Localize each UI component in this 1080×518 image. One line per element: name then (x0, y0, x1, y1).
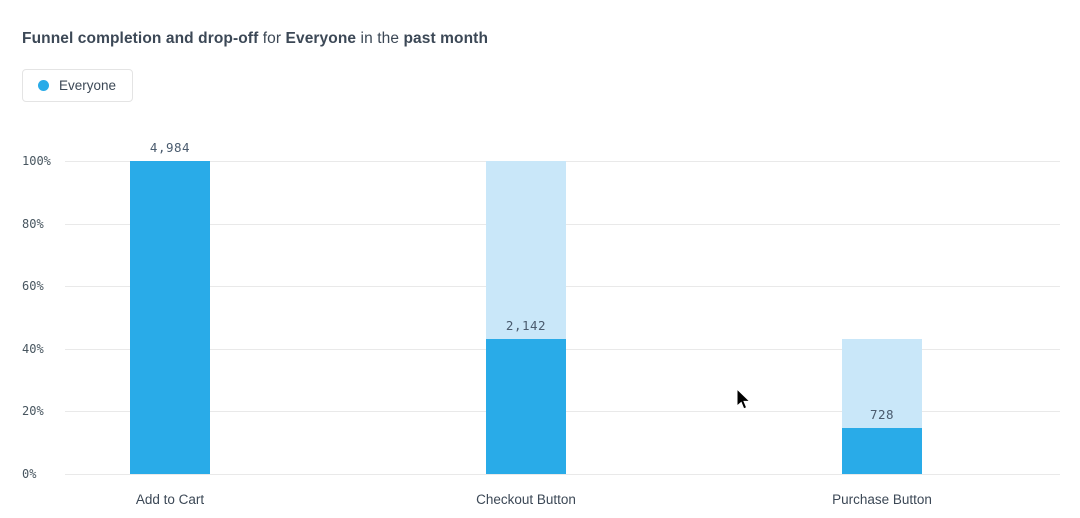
y-axis-tick: 100% (22, 154, 51, 168)
legend-chip-everyone[interactable]: Everyone (22, 69, 134, 102)
bar-completed-segment[interactable] (130, 161, 210, 474)
y-axis-tick: 40% (22, 341, 44, 356)
x-axis-label: Add to Cart (135, 492, 205, 507)
bar-dropoff-segment[interactable] (842, 339, 922, 429)
title-metric: Funnel completion and drop-off (22, 30, 259, 47)
bar-value-label: 728 (869, 407, 895, 423)
y-axis-tick: 0% (22, 467, 37, 481)
x-axis-label: Purchase Button (832, 492, 932, 507)
page-title: Funnel completion and drop-off for Every… (22, 30, 489, 47)
bar-value-label: 2,142 (505, 318, 547, 334)
x-axis-label: Checkout Button (476, 492, 576, 507)
bar-completed-segment[interactable] (842, 428, 922, 474)
title-daterange: past month (403, 30, 489, 47)
y-axis-tick: 20% (22, 404, 44, 419)
legend-label: Everyone (59, 78, 117, 93)
legend-dot-icon (38, 80, 49, 91)
bar-dropoff-segment[interactable] (486, 161, 566, 340)
gridline-0% (65, 474, 1060, 475)
y-axis-tick: 80% (22, 216, 44, 231)
bar-completed-segment[interactable] (486, 339, 566, 474)
title-cohort: Everyone (285, 30, 357, 47)
bar-value-label: 4,984 (149, 140, 191, 155)
y-axis-tick: 60% (22, 279, 44, 294)
